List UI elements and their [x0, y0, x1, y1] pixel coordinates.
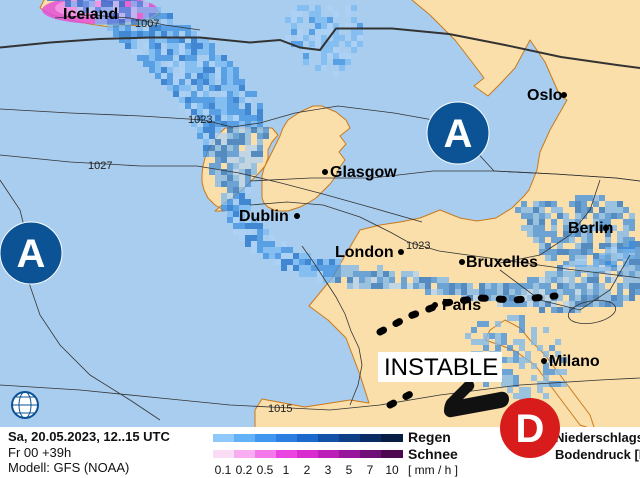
svg-text:1015: 1015 [268, 403, 292, 415]
svg-text:A: A [17, 232, 46, 276]
svg-text:7: 7 [367, 463, 374, 477]
svg-text:Dublin: Dublin [239, 208, 289, 225]
svg-text:0.1: 0.1 [215, 463, 232, 477]
svg-text:Berlin: Berlin [568, 220, 613, 237]
svg-text:3: 3 [325, 463, 332, 477]
svg-text:INSTABLE: INSTABLE [384, 354, 498, 381]
svg-text:Bodendruck [hPa]: Bodendruck [hPa] [555, 447, 640, 462]
svg-text:1: 1 [283, 463, 290, 477]
svg-text:A: A [444, 112, 473, 156]
svg-text:Niederschlagsart: Niederschlagsart [555, 430, 640, 445]
svg-text:Schnee: Schnee [408, 446, 458, 462]
svg-text:0.5: 0.5 [257, 463, 274, 477]
svg-text:2: 2 [304, 463, 311, 477]
svg-text:0.2: 0.2 [236, 463, 253, 477]
svg-text:1007: 1007 [135, 18, 159, 30]
svg-text:Regen: Regen [408, 429, 451, 445]
svg-text:1027: 1027 [88, 160, 112, 172]
svg-text:Sa, 20.05.2023, 12..15 UTC: Sa, 20.05.2023, 12..15 UTC [8, 429, 170, 444]
svg-text:5: 5 [346, 463, 353, 477]
svg-text:Modell: GFS (NOAA): Modell: GFS (NOAA) [8, 460, 129, 475]
svg-text:1023: 1023 [188, 114, 212, 126]
svg-text:D: D [516, 407, 545, 451]
svg-text:10: 10 [385, 463, 399, 477]
svg-text:1023: 1023 [406, 240, 430, 252]
svg-text:Bruxelles: Bruxelles [466, 254, 538, 271]
svg-text:London: London [335, 244, 394, 261]
svg-text:Milano: Milano [549, 353, 600, 370]
svg-text:[ mm / h ]: [ mm / h ] [408, 463, 458, 477]
svg-text:Glasgow: Glasgow [330, 164, 397, 181]
svg-text:Oslo: Oslo [527, 87, 563, 104]
svg-text:Fr 00 +39h: Fr 00 +39h [8, 445, 71, 460]
svg-text:Iceland: Iceland [63, 6, 118, 23]
